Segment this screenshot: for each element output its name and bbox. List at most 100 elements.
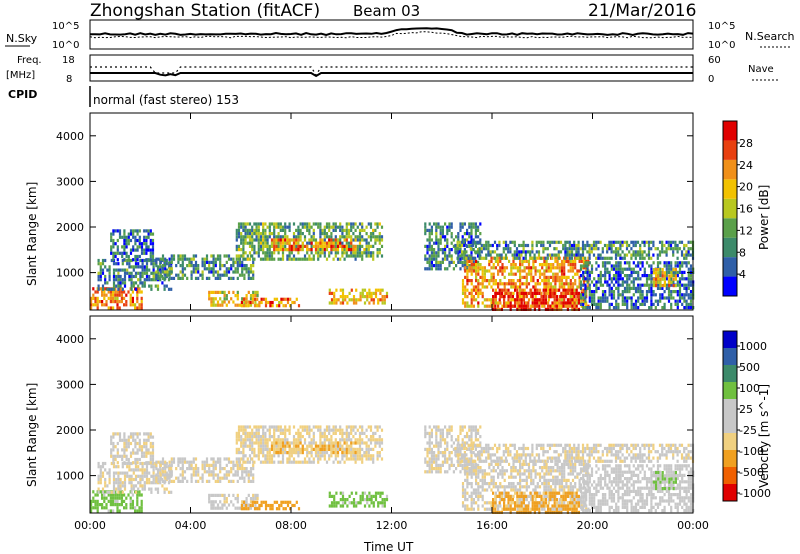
heatmap-cell: [619, 243, 622, 248]
heatmap-cell: [105, 300, 108, 304]
heatmap-cell: [617, 261, 620, 265]
heatmap-cell: [148, 284, 151, 288]
heatmap-cell: [141, 461, 144, 466]
heatmap-cell: [154, 487, 157, 491]
heatmap-cell: [165, 471, 168, 475]
heatmap-cell: [141, 484, 144, 488]
heatmap-cell: [381, 498, 384, 502]
heatmap-cell: [645, 277, 649, 281]
heatmap-cell: [531, 240, 534, 244]
heatmap-cell: [545, 263, 548, 267]
heatmap-cell: [530, 291, 533, 295]
heatmap-cell: [435, 470, 438, 474]
heatmap-cell: [116, 451, 119, 455]
heatmap-cell: [301, 425, 304, 429]
heatmap-cell: [164, 473, 167, 477]
heatmap-cell: [370, 501, 373, 505]
heatmap-cell: [533, 304, 536, 308]
heatmap-cell: [503, 275, 506, 279]
heatmap-cell: [141, 468, 144, 472]
heatmap-cell: [219, 493, 222, 497]
heatmap-cell: [672, 240, 675, 244]
heatmap-cell: [277, 460, 280, 464]
heatmap-cell: [252, 276, 255, 280]
heatmap-cell: [470, 304, 473, 308]
colorbar-tick-label: 12: [739, 224, 753, 237]
heatmap-cell: [588, 261, 591, 265]
heatmap-cell: [306, 428, 309, 432]
heatmap-cell: [634, 306, 638, 310]
heatmap-cell: [577, 243, 580, 248]
heatmap-cell: [659, 277, 662, 281]
heatmap-cell: [446, 254, 449, 258]
heatmap-cell: [623, 240, 626, 244]
heatmap-cell: [604, 280, 607, 284]
heatmap-cell: [544, 295, 547, 299]
heatmap-cell: [183, 273, 187, 277]
heatmap-cell: [581, 253, 585, 257]
heatmap-cell: [208, 493, 211, 497]
heatmap-cell: [139, 474, 142, 478]
heatmap-cell: [136, 432, 139, 436]
heatmap-cell: [499, 279, 502, 283]
heatmap-cell: [670, 277, 673, 281]
heatmap-cell: [295, 297, 298, 301]
heatmap-cell: [547, 295, 550, 299]
heatmap-cell: [164, 267, 167, 271]
heatmap-cell: [534, 272, 537, 276]
heatmap-cell: [681, 274, 684, 278]
heatmap-cell: [242, 225, 245, 229]
heatmap-cell: [168, 267, 171, 271]
heatmap-cell: [549, 282, 553, 286]
heatmap-cell: [541, 266, 544, 270]
heatmap-cell: [131, 290, 134, 294]
heatmap-cell: [129, 251, 133, 255]
heatmap-cell: [219, 476, 222, 480]
heatmap-cell: [689, 293, 693, 297]
heatmap-cell: [610, 277, 613, 281]
heatmap-cell: [219, 273, 222, 277]
heatmap-cell: [236, 297, 239, 301]
heatmap-cell: [345, 238, 348, 242]
heatmap-cell: [232, 473, 235, 477]
heatmap-cell: [325, 438, 329, 442]
heatmap-cell: [444, 460, 447, 464]
heatmap-cell: [356, 251, 359, 255]
heatmap-cell: [145, 474, 149, 478]
heatmap-cell: [370, 298, 373, 302]
heatmap-cell: [288, 431, 291, 435]
heatmap-cell: [286, 460, 289, 464]
heatmap-cell: [641, 290, 644, 294]
heatmap-cell: [190, 270, 193, 274]
heatmap-cell: [110, 490, 113, 494]
heatmap-cell: [114, 242, 117, 246]
heatmap-cell: [343, 447, 346, 451]
heatmap-cell: [330, 291, 334, 295]
heatmap-cell: [500, 288, 503, 292]
heatmap-cell: [112, 441, 115, 446]
heatmap-cell: [216, 493, 220, 497]
heatmap-cell: [472, 248, 475, 252]
heatmap-cell: [663, 250, 666, 254]
heatmap-cell: [547, 298, 550, 302]
heatmap-cell: [527, 301, 530, 305]
heatmap-cell: [435, 257, 438, 261]
heatmap-cell: [149, 242, 152, 246]
heatmap-cell: [533, 298, 536, 302]
heatmap-cell: [474, 244, 477, 248]
heatmap-cell: [225, 500, 228, 504]
heatmap-cell: [317, 248, 320, 252]
heatmap-cell: [246, 235, 249, 239]
heatmap-cell: [526, 250, 530, 254]
heatmap-cell: [512, 272, 515, 276]
heatmap-cell: [332, 447, 335, 451]
heatmap-cell: [354, 460, 357, 464]
heatmap-cell: [470, 266, 473, 270]
heatmap-cell: [271, 300, 274, 305]
heatmap-cell: [380, 438, 384, 442]
heatmap-cell: [164, 260, 167, 264]
heatmap-cell: [683, 299, 686, 303]
heatmap-cell: [439, 435, 442, 439]
heatmap-cell: [372, 257, 375, 261]
